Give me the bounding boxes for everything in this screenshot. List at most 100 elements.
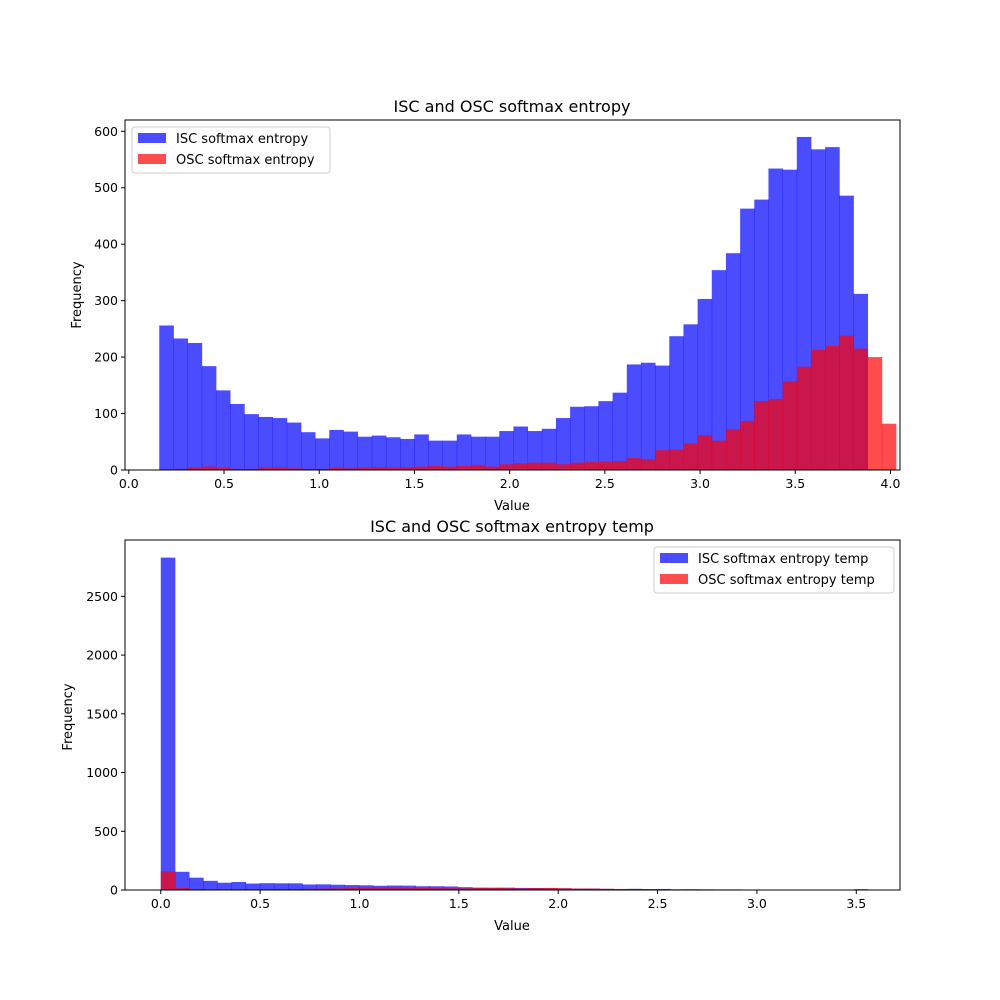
- histogram-bar: [442, 466, 458, 470]
- histogram-bar: [527, 462, 543, 470]
- legend-box: [131, 126, 331, 174]
- histogram-bar: [414, 466, 429, 470]
- histogram-bar: [215, 390, 231, 470]
- histogram-bar: [528, 888, 544, 890]
- histogram-bar: [669, 336, 684, 470]
- histogram-bar: [215, 467, 231, 470]
- histogram-bar: [598, 401, 614, 470]
- histogram-bar: [231, 882, 247, 890]
- histogram-bar: [711, 440, 727, 470]
- histogram-bar: [315, 438, 330, 470]
- histogram-bar: [697, 298, 713, 470]
- x-tick-label: 1.5: [404, 476, 424, 491]
- legend-label-isc: ISC softmax entropy: [176, 132, 309, 147]
- plot-frame: [124, 539, 901, 891]
- histogram-bar: [640, 362, 656, 470]
- y-axis-ticks: 0 100 200 300 400 500 600: [94, 124, 125, 478]
- x-tick-label: 2.5: [648, 896, 668, 911]
- y-tick-label: 2000: [86, 648, 118, 663]
- histogram-bar: [400, 438, 415, 470]
- histogram-bar: [428, 466, 444, 470]
- legend-swatch-osc: [660, 574, 688, 584]
- histogram-bar: [315, 468, 330, 470]
- histogram-bar: [555, 464, 571, 470]
- histogram-bar: [697, 435, 713, 470]
- x-tick-label: 1.0: [309, 476, 329, 491]
- histogram-bar: [160, 557, 176, 890]
- histogram-bar: [187, 467, 203, 470]
- histogram-bar: [330, 888, 346, 890]
- histogram-bar: [443, 888, 459, 890]
- legend-swatch-isc: [660, 553, 688, 563]
- histogram-bar: [542, 887, 558, 890]
- histogram-bar: [711, 270, 727, 470]
- x-tick-label: 0.0: [151, 896, 171, 911]
- x-tick-label: 0.5: [250, 896, 270, 911]
- histogram-bar: [442, 440, 458, 470]
- histogram-bar: [201, 466, 217, 470]
- histogram-bar: [343, 468, 359, 470]
- histogram-bar: [584, 406, 599, 470]
- histogram-bar: [201, 366, 217, 470]
- x-tick-label: 0.5: [214, 476, 234, 491]
- histogram-bar: [286, 422, 302, 470]
- y-tick-label: 300: [94, 293, 118, 308]
- histogram-bar: [485, 466, 500, 470]
- histogram-bar: [385, 437, 401, 470]
- histogram-bar: [485, 436, 500, 470]
- histogram-bar: [570, 462, 585, 470]
- histogram-bar: [174, 871, 190, 890]
- histogram-bar: [244, 468, 259, 470]
- histogram-bar: [330, 884, 346, 890]
- x-tick-label: 1.0: [350, 896, 370, 911]
- histogram-bar: [613, 888, 629, 890]
- x-tick-label: 0.0: [119, 476, 139, 491]
- histogram-bar: [259, 883, 275, 890]
- histogram-bar: [640, 459, 656, 470]
- y-tick-label: 100: [94, 406, 118, 421]
- histogram-bar: [217, 882, 232, 890]
- histogram-bar: [373, 887, 388, 890]
- histogram-bar: [612, 460, 628, 470]
- histogram-bar: [555, 418, 571, 470]
- histogram-bar: [768, 168, 784, 471]
- histogram-bar: [357, 436, 373, 470]
- histogram-bar: [839, 335, 854, 470]
- histogram-bar: [174, 887, 190, 890]
- x-axis-label: Value: [494, 919, 530, 934]
- histogram-bar: [513, 426, 529, 470]
- histogram-bar: [853, 348, 869, 470]
- histogram-bar: [669, 449, 684, 470]
- histogram-bar: [371, 435, 387, 470]
- histogram-bar: [385, 467, 401, 470]
- histogram-bar: [159, 325, 174, 470]
- histogram-bar: [286, 468, 302, 470]
- histogram-bar: [189, 877, 204, 890]
- histogram-bar: [513, 463, 529, 470]
- histogram-bar: [329, 467, 344, 470]
- histogram-bar: [626, 364, 642, 470]
- histogram-bar: [173, 468, 189, 470]
- bars: [159, 136, 897, 471]
- y-tick-label: 0: [110, 463, 118, 478]
- histogram-bar: [725, 429, 741, 470]
- histogram-bar: [725, 253, 741, 470]
- legend: ISC softmax entropy temp OSC softmax ent…: [653, 546, 895, 594]
- histogram-bar: [470, 464, 486, 470]
- y-axis-label: Frequency: [61, 683, 76, 750]
- x-tick-label: 2.0: [548, 896, 568, 911]
- legend-box: [653, 546, 895, 594]
- y-tick-label: 0: [110, 883, 118, 898]
- x-tick-label: 1.5: [449, 896, 469, 911]
- histogram-bar: [570, 406, 585, 470]
- histogram-bar: [414, 434, 429, 470]
- y-axis-label: Frequency: [70, 261, 85, 328]
- histogram-bar: [612, 392, 628, 470]
- legend-label-osc: OSC softmax entropy: [176, 153, 315, 168]
- histogram-bar: [541, 462, 557, 470]
- histogram-bar: [400, 467, 415, 470]
- histogram-bar: [768, 398, 784, 470]
- histogram-bar: [387, 887, 402, 890]
- histogram-bar: [316, 884, 331, 890]
